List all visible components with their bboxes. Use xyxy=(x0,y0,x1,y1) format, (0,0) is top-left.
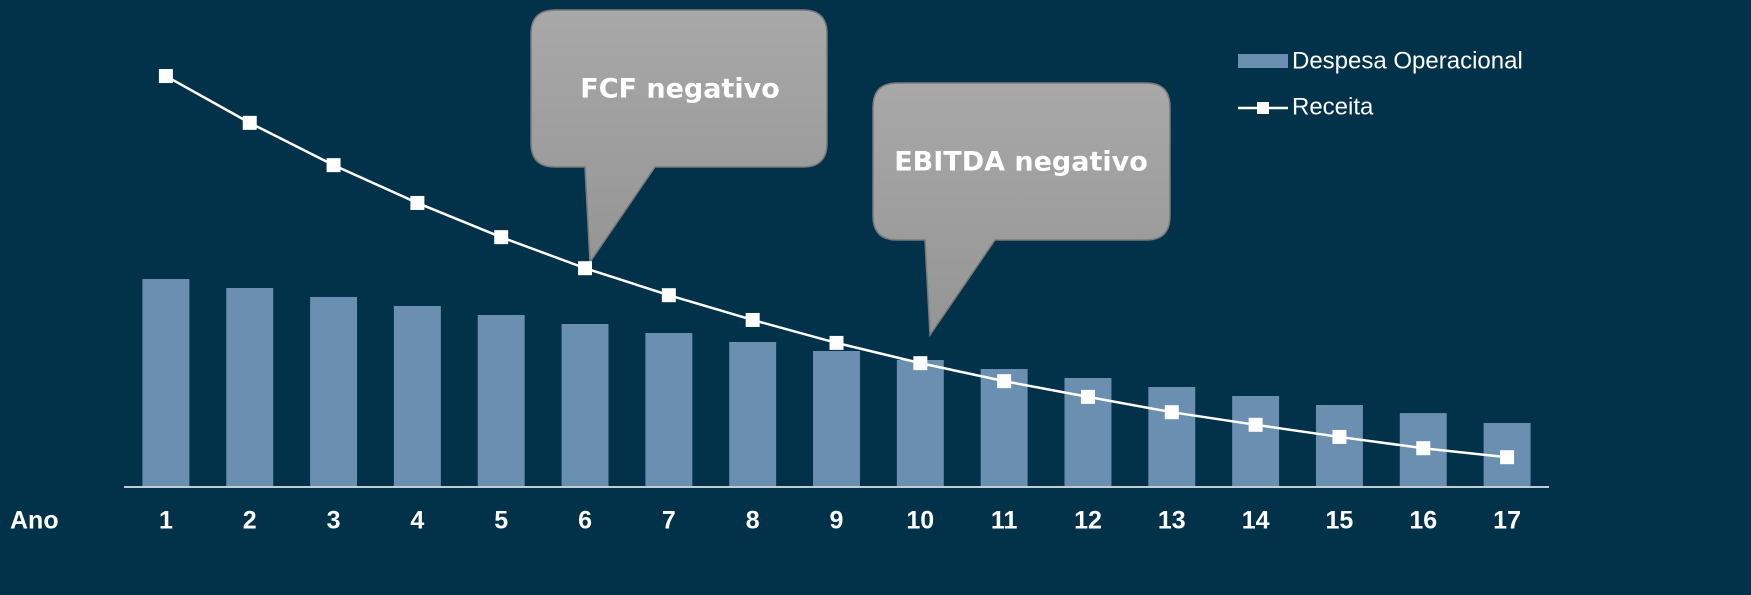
x-tick-label: 13 xyxy=(1158,507,1186,535)
bar xyxy=(645,333,693,486)
bar xyxy=(980,369,1028,486)
x-tick-label: 10 xyxy=(906,507,934,535)
line-marker xyxy=(1248,417,1263,432)
x-tick-label: 17 xyxy=(1493,507,1521,535)
x-tick-label: 9 xyxy=(830,507,844,535)
bar xyxy=(1232,396,1280,486)
line-marker xyxy=(1164,405,1179,420)
bar xyxy=(561,324,609,486)
callout-fcf: FCF negativo xyxy=(530,9,828,265)
legend-label: Despesa Operacional xyxy=(1292,47,1523,74)
line-marker xyxy=(1416,441,1431,456)
line-marker xyxy=(578,261,593,276)
bar xyxy=(142,279,190,486)
x-tick-label: 4 xyxy=(410,507,424,535)
x-tick-label: 1 xyxy=(159,507,173,535)
legend-label: Receita xyxy=(1292,93,1374,120)
x-tick-label: 2 xyxy=(243,507,257,535)
callout-ebitda: EBITDA negativo xyxy=(872,82,1171,338)
x-tick-label: 12 xyxy=(1074,507,1102,535)
x-tick-label: 15 xyxy=(1326,507,1354,535)
line-marker xyxy=(1500,450,1515,465)
line-marker xyxy=(410,195,425,210)
bar xyxy=(226,288,274,486)
x-axis-label: Ano xyxy=(10,507,59,535)
bar xyxy=(896,360,944,486)
bar xyxy=(393,306,441,486)
annotation: FCF negativo xyxy=(580,74,780,105)
line-marker xyxy=(661,288,676,303)
legend-swatch xyxy=(1238,54,1288,68)
line-marker xyxy=(829,335,844,350)
line-marker xyxy=(1332,429,1347,444)
bar xyxy=(813,351,860,486)
bar xyxy=(1315,405,1363,486)
annotation: EBITDA negativo xyxy=(894,147,1148,178)
bar xyxy=(310,297,358,486)
line-marker xyxy=(1080,389,1095,404)
x-tick-label: 3 xyxy=(327,507,341,535)
bar xyxy=(1148,387,1196,486)
bar xyxy=(729,342,777,486)
line-marker xyxy=(158,69,173,84)
x-tick-label: 11 xyxy=(991,507,1018,535)
line-marker xyxy=(913,356,928,371)
x-tick-label: 6 xyxy=(578,507,592,535)
line-marker xyxy=(242,115,257,130)
bar xyxy=(477,315,525,486)
x-tick-label: 7 xyxy=(662,507,676,535)
line-marker xyxy=(745,312,760,327)
line-marker xyxy=(326,158,341,173)
x-tick-label: 16 xyxy=(1409,507,1437,535)
legend-marker xyxy=(1257,102,1269,114)
x-tick-label: 5 xyxy=(494,507,508,535)
line-marker xyxy=(494,230,509,245)
x-tick-label: 8 xyxy=(746,507,760,535)
x-tick-label: 14 xyxy=(1242,507,1270,535)
line-marker xyxy=(997,374,1012,389)
